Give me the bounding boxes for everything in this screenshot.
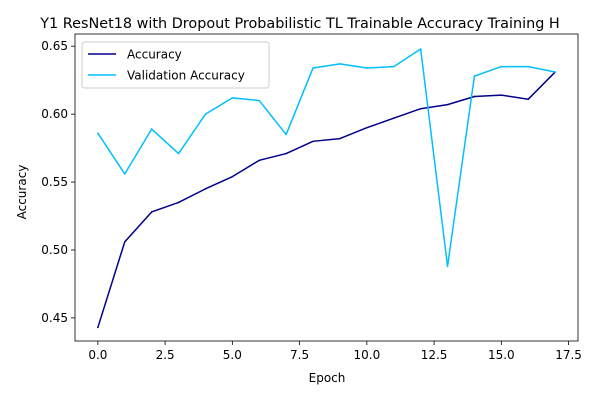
series-line-0 — [97, 71, 556, 328]
x-tick-label: 10.0 — [353, 348, 380, 362]
data-point — [419, 107, 422, 110]
data-point — [123, 173, 126, 175]
data-point — [204, 113, 207, 115]
y-tick-label: 0.45 — [41, 311, 68, 325]
data-point — [177, 152, 180, 155]
data-point — [123, 241, 126, 243]
data-point — [285, 152, 287, 155]
data-point — [392, 117, 395, 120]
data-point — [231, 97, 234, 99]
x-axis-label: Epoch — [309, 371, 346, 385]
data-point — [339, 137, 341, 140]
y-tick-label: 0.65 — [41, 39, 68, 53]
data-point — [258, 99, 261, 102]
data-point — [554, 71, 556, 73]
legend-box — [81, 41, 270, 89]
data-point — [473, 95, 476, 98]
x-tick-label: 7.5 — [290, 348, 309, 362]
data-point — [231, 175, 234, 178]
data-point — [392, 65, 395, 68]
data-point — [527, 65, 530, 68]
data-point — [527, 98, 530, 101]
x-tick-label: 12.5 — [421, 348, 448, 362]
data-point — [150, 128, 153, 130]
data-point — [339, 63, 341, 65]
y-tick-label: 0.50 — [41, 243, 68, 257]
chart-title: Y1 ResNet18 with Dropout Probabilistic T… — [39, 16, 560, 32]
y-axis-label: Accuracy — [15, 165, 29, 220]
series-line-1 — [97, 48, 556, 268]
data-point — [473, 75, 476, 77]
data-point — [97, 326, 99, 329]
x-tick-label: 2.5 — [156, 348, 175, 362]
data-point — [204, 188, 207, 190]
data-point — [177, 201, 180, 204]
x-tick-label: 17.5 — [555, 348, 582, 362]
data-point — [446, 265, 449, 268]
data-point — [97, 132, 99, 134]
data-point — [500, 94, 503, 96]
data-point — [312, 140, 314, 143]
data-point — [419, 48, 422, 50]
data-point — [366, 126, 368, 129]
y-tick-label: 0.60 — [41, 107, 68, 121]
data-point — [285, 133, 287, 136]
legend-label: Accuracy — [127, 48, 182, 62]
x-tick-label: 5.0 — [223, 348, 242, 362]
y-tick-label: 0.55 — [41, 175, 68, 189]
data-point — [500, 65, 503, 68]
plot-area: 0.0 2.5 5.0 7.5 10.0 12.5 15.0 17.5 0.45 0.50 0.55… — [41, 33, 582, 362]
x-tick-label: 15.0 — [488, 348, 515, 362]
data-point — [366, 67, 368, 69]
data-point — [258, 159, 261, 162]
data-point — [446, 103, 449, 106]
x-tick-label: 0.0 — [88, 348, 107, 362]
legend-label: Validation Accuracy — [127, 69, 245, 83]
data-point — [312, 67, 314, 69]
data-point — [150, 211, 153, 213]
axes-frame — [74, 33, 579, 342]
